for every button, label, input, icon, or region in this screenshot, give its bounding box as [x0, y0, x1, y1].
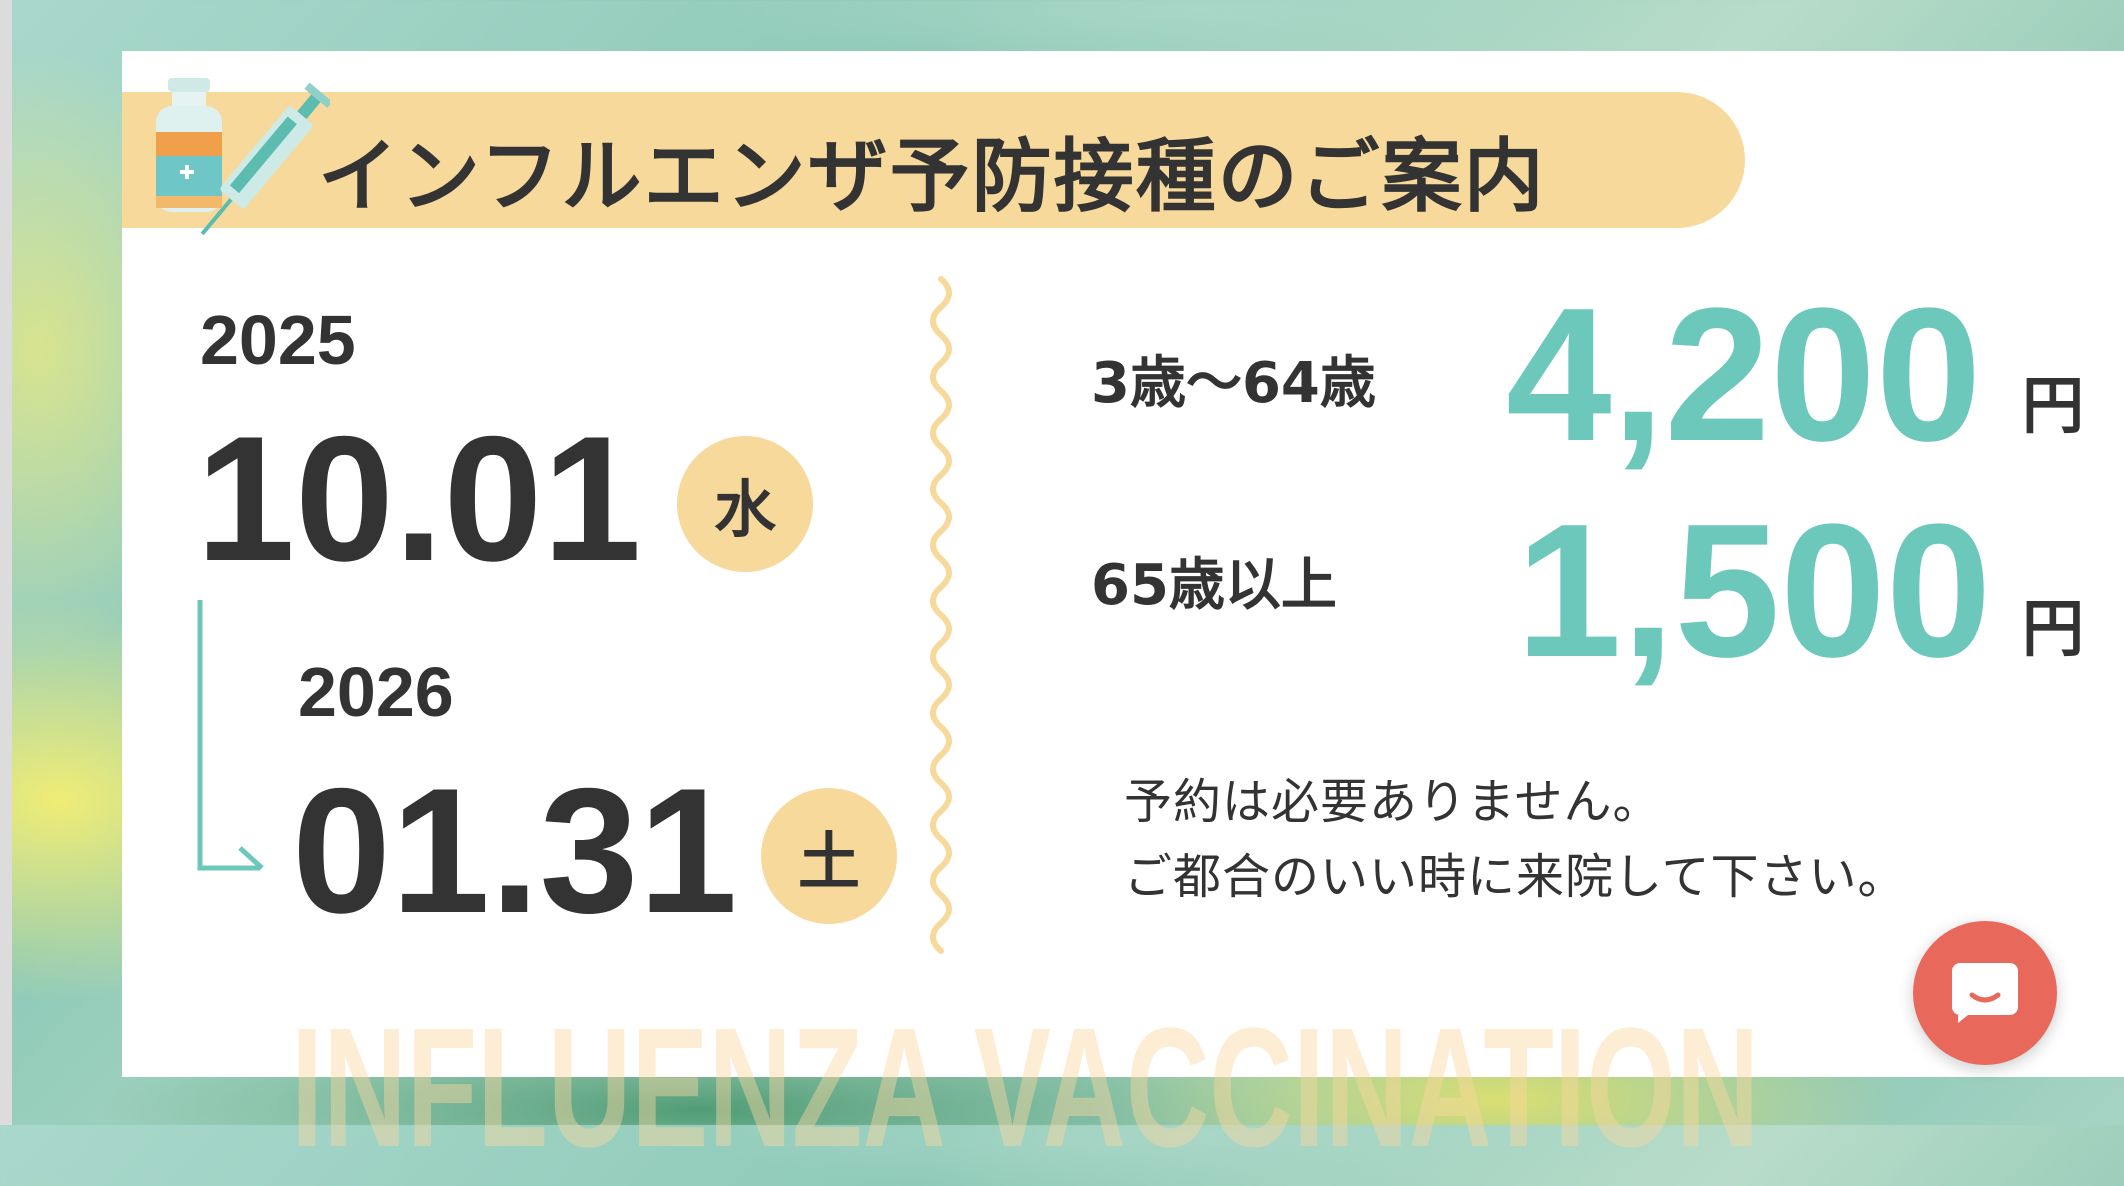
title-banner [122, 92, 1745, 228]
page-title: インフルエンザ予防接種のご案内 [318, 130, 1546, 223]
price-age-label: 65歳以上 [1091, 553, 1337, 618]
start-year: 2025 [200, 301, 356, 379]
wavy-divider [930, 276, 952, 954]
chat-button[interactable] [1913, 921, 2057, 1065]
end-date: 01.31 [292, 751, 738, 950]
vaccine-syringe-icon [156, 78, 330, 236]
period-arrow-icon [197, 600, 264, 871]
chat-bubble-icon [1952, 963, 2018, 1023]
price-amount: 4,200 [1506, 269, 1982, 481]
window-edge [0, 0, 12, 1125]
price-amount: 1,500 [1516, 485, 1992, 697]
end-weekday-badge: 土 [761, 788, 897, 924]
note-line: ご都合のいい時に来院して下さい。 [1124, 849, 1907, 905]
price-unit: 円 [2022, 592, 2085, 665]
note-line: 予約は必要ありません。 [1124, 774, 1662, 830]
price-age-label: 3歳〜64歳 [1091, 351, 1376, 416]
price-unit: 円 [2022, 369, 2085, 442]
watermark-text: INFLUENZA VACCINATION [291, 993, 1760, 1183]
start-weekday-badge: 水 [677, 436, 813, 572]
start-date: 10.01 [196, 399, 642, 598]
end-year: 2026 [298, 653, 454, 731]
